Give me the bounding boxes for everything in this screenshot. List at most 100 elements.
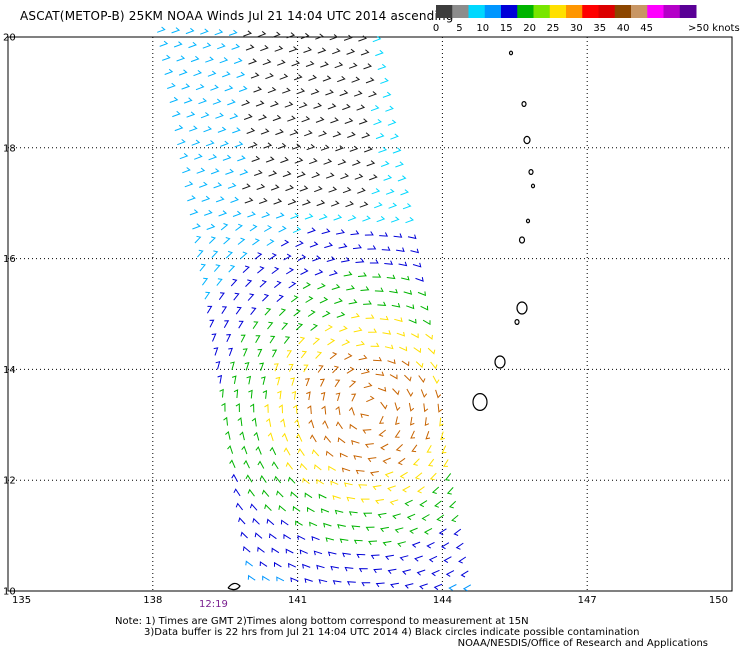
wind-barb [212,98,222,105]
wind-barb [259,362,265,371]
colorbar-tick-label: 35 [593,23,606,34]
wind-barb [299,462,308,471]
wind-barb [401,360,410,367]
wind-barb [306,391,311,401]
wind-barb [424,417,430,426]
wind-barb [292,226,302,234]
wind-barb [184,181,194,188]
wind-barb [269,446,277,456]
wind-barb [349,423,358,430]
longitude-label: 138 [143,595,162,606]
wind-barb [297,171,306,178]
wind-barb [351,312,360,319]
wind-barb [245,560,253,567]
wind-barb [211,250,219,258]
wind-barb [351,525,361,530]
wind-barb [260,45,269,52]
wind-barb [333,214,343,221]
longitude-labels: 135 138 141 144 147 150 [12,595,728,606]
wind-barb [394,430,401,438]
wind-barb [343,34,353,41]
colorbar-tick-label: 0 [433,23,439,34]
wind-barb [248,58,257,65]
wind-barb [375,499,384,505]
wind-barb [419,583,428,590]
wind-barb [325,537,335,542]
wind-barb [224,85,234,92]
wind-barb [275,376,281,386]
wind-barb [348,299,358,305]
island-outline [508,50,514,56]
wind-barb [371,188,381,195]
wind-barb [361,368,370,375]
wind-barb [363,382,373,389]
wind-barb [272,31,281,38]
wind-barb [229,113,239,120]
colorbar-swatch [614,5,632,18]
wind-barb [273,475,282,484]
wind-barb [453,528,462,536]
wind-barb [403,290,413,295]
map-frame [7,36,733,592]
wind-barb [411,541,421,548]
wind-barb [343,271,353,277]
wind-barb [320,508,330,514]
wind-barb [332,365,340,374]
island-outline [528,169,534,176]
wind-barb [289,129,299,136]
wind-barb [325,450,334,457]
island-outline [521,100,527,107]
island-outline [516,301,528,315]
wind-barb [328,186,338,193]
wind-barb [380,443,389,451]
wind-barb [400,189,409,196]
wind-barb [380,77,389,84]
wind-barb [283,447,291,456]
wind-barb [206,223,216,230]
wind-barb [223,237,231,245]
wind-barb [177,139,186,146]
wind-barb [417,291,427,297]
wind-barb [338,243,348,249]
wind-barb [276,294,284,302]
wind-barb [309,158,318,165]
wind-barb [337,159,347,166]
wind-barb [399,555,409,561]
wind-barb [370,342,380,347]
wind-barb [356,340,365,347]
colorbar-tick-label: 40 [617,23,630,34]
wind-barb [373,356,382,362]
wind-barb [290,295,299,303]
wind-barb [390,216,400,223]
wind-barb [267,432,274,442]
wind-barb [215,112,224,119]
wind-barb [443,556,452,564]
wind-barb [191,139,201,146]
wind-barb [304,492,313,499]
wind-barb [320,378,325,387]
wind-barb [320,61,329,68]
wind-barb [280,519,289,526]
wind-barb [298,336,306,345]
wind-barb [369,259,379,264]
wind-barb [290,491,298,498]
wind-barb [330,480,339,486]
wind-barb [265,418,272,427]
wind-barb [438,528,447,536]
wind-barb [341,257,350,263]
wind-barb [285,267,295,275]
longitude-label: 141 [288,595,307,606]
wind-barb [415,277,424,282]
wind-barb [310,323,319,331]
wind-barb [301,116,311,123]
colorbar-swatch [566,5,583,18]
wind-barb [410,333,419,339]
wind-barb [364,443,374,448]
wind-barb [220,223,229,231]
wind-barb [313,550,323,556]
island-outline [525,218,531,224]
wind-barb [377,386,387,392]
wind-barb [280,239,290,247]
wind-barb [292,404,298,414]
wind-barb [404,583,414,589]
